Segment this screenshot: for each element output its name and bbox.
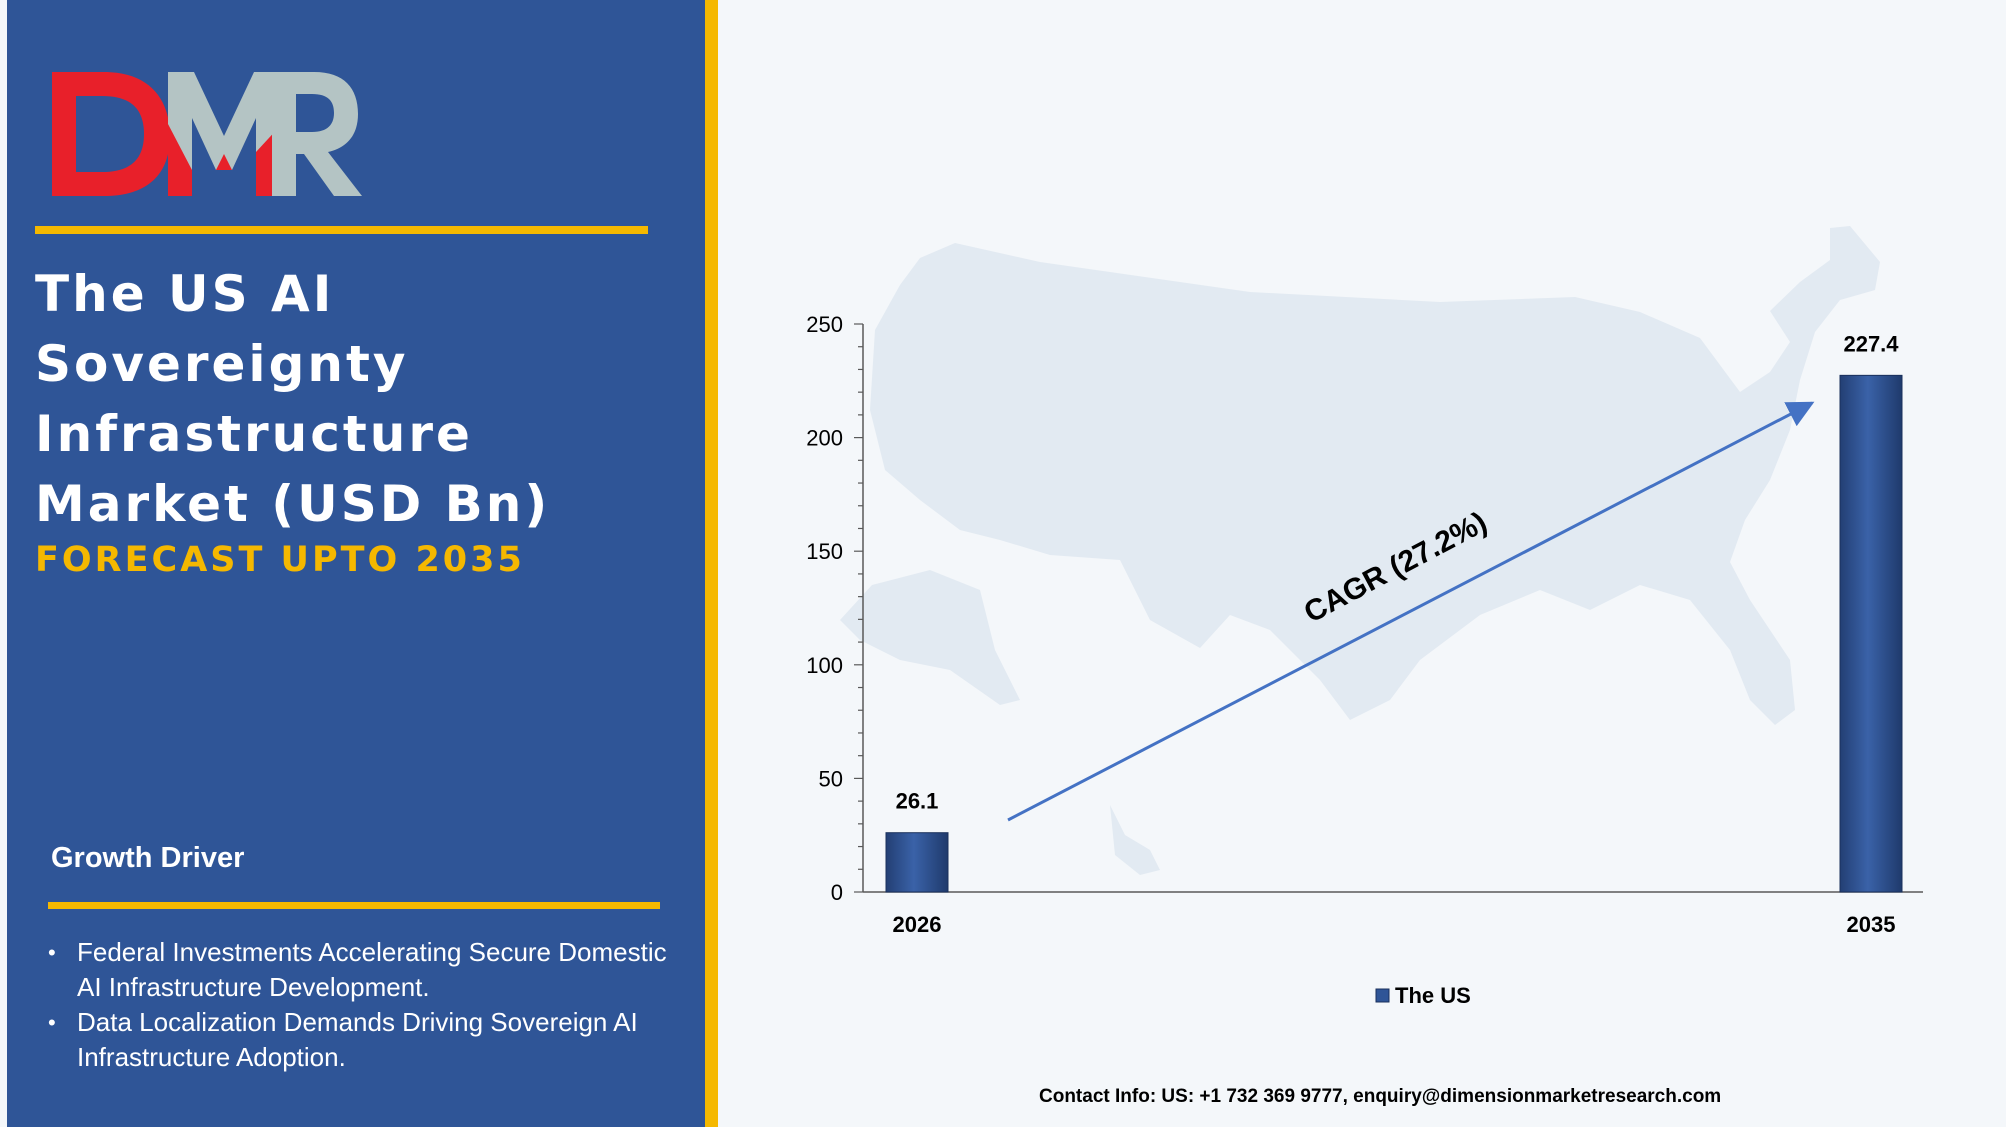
y-axis: 0 50 100 150 200 250 (806, 312, 1923, 905)
forecast-subtitle: FORECAST UPTO 2035 (35, 540, 525, 580)
title-rule (35, 226, 648, 234)
legend-swatch (1375, 988, 1390, 1003)
growth-driver-rule (48, 902, 660, 909)
y-tick-label: 100 (806, 653, 843, 678)
y-tick-label: 150 (806, 539, 843, 564)
data-label: 26.1 (896, 789, 939, 814)
us-map-icon (840, 226, 1880, 875)
dmr-logo (52, 72, 362, 196)
contact-info: Contact Info: US: +1 732 369 9777, enqui… (1039, 1086, 1722, 1107)
data-label: 227.4 (1843, 331, 1899, 356)
x-tick-label: 2026 (893, 912, 942, 937)
growth-driver-item: Federal Investments Accelerating Secure … (48, 935, 668, 1005)
bar-2026 (885, 832, 949, 893)
legend-label: The US (1395, 983, 1471, 1008)
y-tick-label: 250 (806, 312, 843, 337)
y-tick-label: 200 (806, 426, 843, 451)
y-tick-label: 0 (831, 880, 843, 905)
y-tick-label: 50 (819, 766, 843, 791)
growth-driver-item: Data Localization Demands Driving Sovere… (48, 1005, 668, 1075)
growth-driver-list: Federal Investments Accelerating Secure … (48, 935, 668, 1075)
x-tick-label: 2035 (1847, 912, 1896, 937)
cagr-arrow (1007, 401, 1815, 822)
bars-group: 26.1 2026 227.4 2035 (885, 331, 1903, 937)
gold-divider-strip (705, 0, 718, 1127)
growth-driver-heading: Growth Driver (51, 842, 245, 874)
page-title: The US AI Sovereignty Infrastructure Mar… (35, 265, 551, 533)
bar-2035 (1839, 374, 1903, 893)
legend: The US (1375, 983, 1471, 1008)
